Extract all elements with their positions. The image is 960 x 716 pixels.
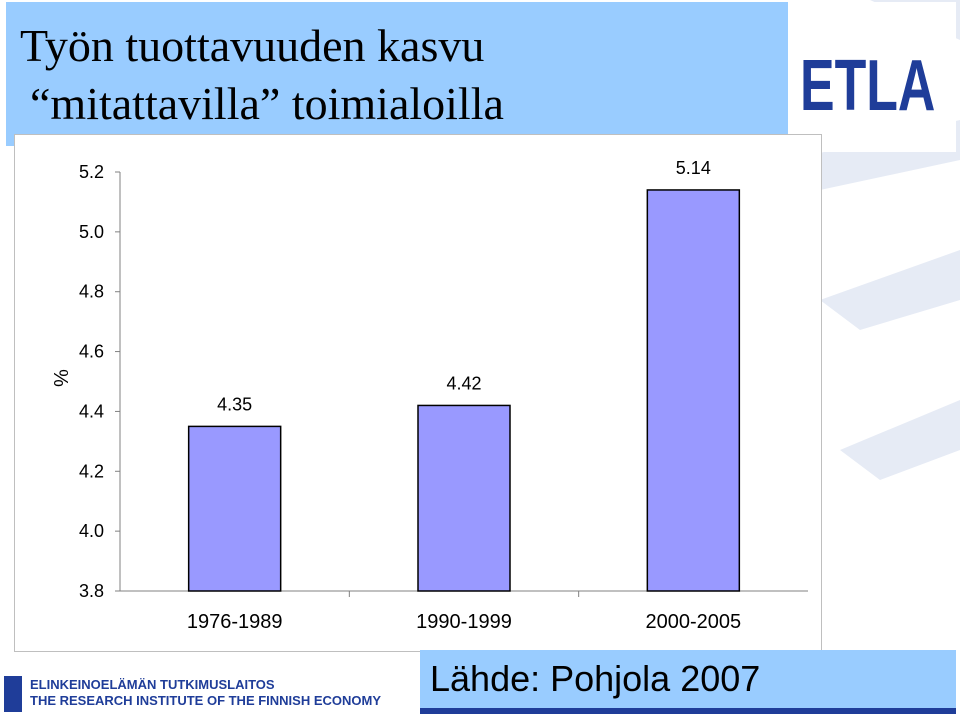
logo-text: ETLA (800, 46, 936, 126)
data-label: 4.35 (217, 394, 252, 414)
footer-institute-en: THE RESEARCH INSTITUTE OF THE FINNISH EC… (30, 693, 382, 708)
slide-title-line-1: Työn tuottavuuden kasvu (20, 20, 485, 71)
etla-logo: ETLA (788, 2, 956, 152)
bar (187, 425, 282, 592)
y-tick-label: 4.8 (79, 282, 104, 302)
y-tick-label: 4.6 (79, 342, 104, 362)
y-tick-label: 5.0 (79, 222, 104, 242)
y-tick-label: 5.2 (79, 162, 104, 182)
slide-title-line-2: “mitattavilla” toimialoilla (30, 78, 504, 129)
footer-institute-fi: ELINKEINOELÄMÄN TUTKIMUSLAITOS (30, 677, 275, 692)
source-text: Lähde: Pohjola 2007 (430, 658, 761, 699)
source-underline (420, 708, 956, 714)
source-banner: Lähde: Pohjola 2007 (420, 650, 956, 708)
y-tick-label: 4.2 (79, 461, 104, 481)
y-axis-label: % (49, 369, 71, 387)
x-category-label: 1976-1989 (187, 611, 283, 633)
y-tick-label: 4.4 (79, 401, 104, 421)
x-category-label: 2000-2005 (646, 611, 742, 633)
data-label: 5.14 (676, 158, 711, 178)
bar (417, 404, 511, 592)
y-tick-label: 3.8 (79, 581, 104, 601)
x-category-label: 1990-1999 (416, 611, 512, 633)
footer-square (4, 676, 22, 712)
title-banner: Työn tuottavuuden kasvu “mitattavilla” t… (6, 2, 788, 146)
data-label: 4.42 (446, 373, 481, 393)
y-tick-label: 4.0 (79, 521, 104, 541)
bar (646, 189, 741, 592)
